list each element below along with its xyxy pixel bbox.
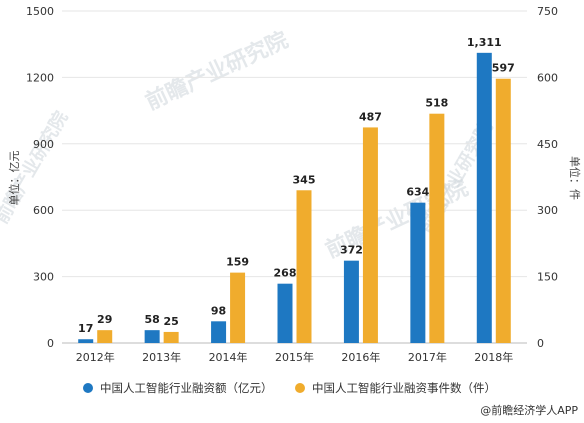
data-label: 487 <box>359 110 382 123</box>
y-right-tick-label: 300 <box>537 204 558 217</box>
bar <box>476 52 492 343</box>
data-label: 25 <box>163 315 178 328</box>
data-label: 634 <box>406 186 429 199</box>
bar <box>495 78 511 343</box>
data-label: 518 <box>425 97 448 110</box>
x-tick-label: 2017年 <box>408 350 447 364</box>
data-label: 345 <box>293 173 316 186</box>
data-label: 597 <box>492 62 515 75</box>
bar <box>163 331 179 343</box>
x-tick-label: 2015年 <box>275 350 314 364</box>
y-left-tick-label: 1200 <box>26 71 54 84</box>
x-tick-label: 2016年 <box>341 350 380 364</box>
y-right-tick-label: 750 <box>537 5 558 18</box>
bar <box>362 127 378 344</box>
x-tick-label: 2018年 <box>474 350 513 364</box>
bar <box>410 202 426 343</box>
y-left-tick-label: 900 <box>33 138 54 151</box>
data-labels-group: 17 58 98 268 372 634 1,311 29 25 159 345 487 518 597 <box>78 36 515 335</box>
data-label: 159 <box>226 256 249 269</box>
bar <box>230 272 246 343</box>
bar <box>343 260 359 343</box>
source-credit: @前瞻经济学人APP <box>480 403 578 417</box>
y-right-tick-label: 450 <box>537 138 558 151</box>
y-left-tick-label: 0 <box>47 337 54 350</box>
tick-labels-group: 0 300 600 900 1200 1500 0 150 300 450 600 750 2012年 2… <box>26 5 558 364</box>
gridlines <box>62 10 527 344</box>
data-label: 1,311 <box>467 36 502 49</box>
bar <box>97 330 113 343</box>
bar <box>78 339 94 343</box>
legend: 中国人工智能行业融资额（亿元） 中国人工智能行业融资事件数（件） <box>83 381 496 395</box>
y-axis-right-title: 单位：件 <box>568 156 582 200</box>
data-label: 58 <box>144 313 159 326</box>
y-right-tick-label: 600 <box>537 71 558 84</box>
y-left-tick-label: 1500 <box>26 5 54 18</box>
legend-label: 中国人工智能行业融资额（亿元） <box>100 381 273 395</box>
data-label: 372 <box>340 244 363 257</box>
y-axis-left-title: 单位：亿元 <box>7 151 21 206</box>
bar <box>429 113 445 343</box>
x-tick-label: 2012年 <box>76 350 115 364</box>
legend-marker <box>83 383 93 393</box>
y-left-tick-label: 300 <box>33 271 54 284</box>
bar <box>277 283 293 343</box>
y-right-tick-label: 0 <box>537 337 544 350</box>
bar <box>211 321 227 343</box>
x-tick-label: 2013年 <box>142 350 181 364</box>
y-right-tick-label: 150 <box>537 271 558 284</box>
legend-label: 中国人工智能行业融资事件数（件） <box>312 381 496 395</box>
bars-group <box>78 52 511 344</box>
watermark-text: 前瞻产业研究院 <box>142 27 293 116</box>
bar <box>144 330 160 343</box>
data-label: 98 <box>211 304 226 317</box>
bar <box>296 190 312 343</box>
data-label: 268 <box>274 267 297 280</box>
x-tick-label: 2014年 <box>209 350 248 364</box>
legend-marker <box>295 383 305 393</box>
data-label: 17 <box>78 322 93 335</box>
data-label: 29 <box>97 313 112 326</box>
y-left-tick-label: 600 <box>33 204 54 217</box>
